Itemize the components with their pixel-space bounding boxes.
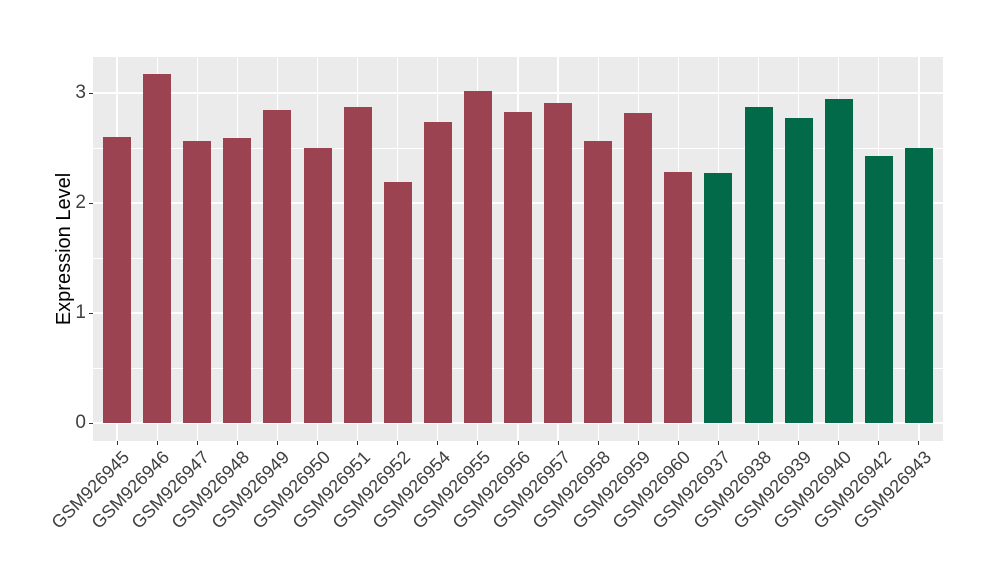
bar-GSM926947 — [183, 141, 212, 423]
x-axis-tick — [798, 441, 800, 445]
y-axis-tick — [89, 312, 93, 314]
x-axis-tick — [918, 441, 920, 445]
bar-GSM926948 — [223, 138, 252, 423]
bar-GSM926956 — [504, 111, 532, 423]
y-tick-label: 3 — [75, 82, 86, 103]
y-axis-tick — [89, 92, 93, 94]
bar-GSM926957 — [544, 102, 573, 423]
y-tick-label: 0 — [75, 412, 86, 433]
bar-GSM926946 — [143, 74, 172, 423]
x-axis-tick — [557, 441, 559, 445]
y-tick-label: 2 — [75, 192, 86, 213]
bar-GSM926950 — [303, 148, 332, 423]
x-axis-tick — [758, 441, 760, 445]
x-axis-tick — [357, 441, 359, 445]
x-axis-tick — [116, 441, 118, 445]
bar-GSM926952 — [383, 182, 412, 423]
plot-panel — [93, 57, 943, 441]
y-axis-tick — [89, 202, 93, 204]
x-axis-tick — [878, 441, 880, 445]
bar-GSM926943 — [904, 148, 933, 423]
bar-GSM926937 — [704, 173, 733, 423]
bar-GSM926954 — [423, 121, 452, 423]
x-axis-tick — [196, 441, 198, 445]
x-axis-tick — [397, 441, 399, 445]
x-axis-tick — [156, 441, 158, 445]
x-axis-tick — [437, 441, 439, 445]
x-axis-tick — [477, 441, 479, 445]
bar-GSM926951 — [343, 107, 372, 423]
x-axis-tick — [276, 441, 278, 445]
bars-layer — [93, 57, 943, 441]
bar-GSM926942 — [864, 155, 893, 423]
x-axis-tick — [597, 441, 599, 445]
bar-GSM926959 — [624, 112, 653, 423]
x-axis-tick — [838, 441, 840, 445]
x-axis-tick — [517, 441, 519, 445]
x-axis-tick — [677, 441, 679, 445]
bar-GSM926940 — [824, 98, 853, 423]
x-axis-tick — [637, 441, 639, 445]
x-axis-tick — [236, 441, 238, 445]
y-axis-title: Expression Level — [53, 172, 75, 326]
y-axis-tick — [89, 422, 93, 424]
x-axis-tick — [317, 441, 319, 445]
x-axis-tick — [717, 441, 719, 445]
bar-GSM926939 — [784, 118, 813, 423]
y-tick-label: 1 — [75, 302, 86, 323]
bar-GSM926958 — [584, 141, 613, 423]
bar-GSM926955 — [463, 90, 492, 423]
bar-GSM926938 — [744, 107, 773, 423]
bar-GSM926945 — [103, 137, 132, 423]
bar-GSM926949 — [263, 109, 292, 423]
bar-GSM926960 — [664, 172, 693, 423]
